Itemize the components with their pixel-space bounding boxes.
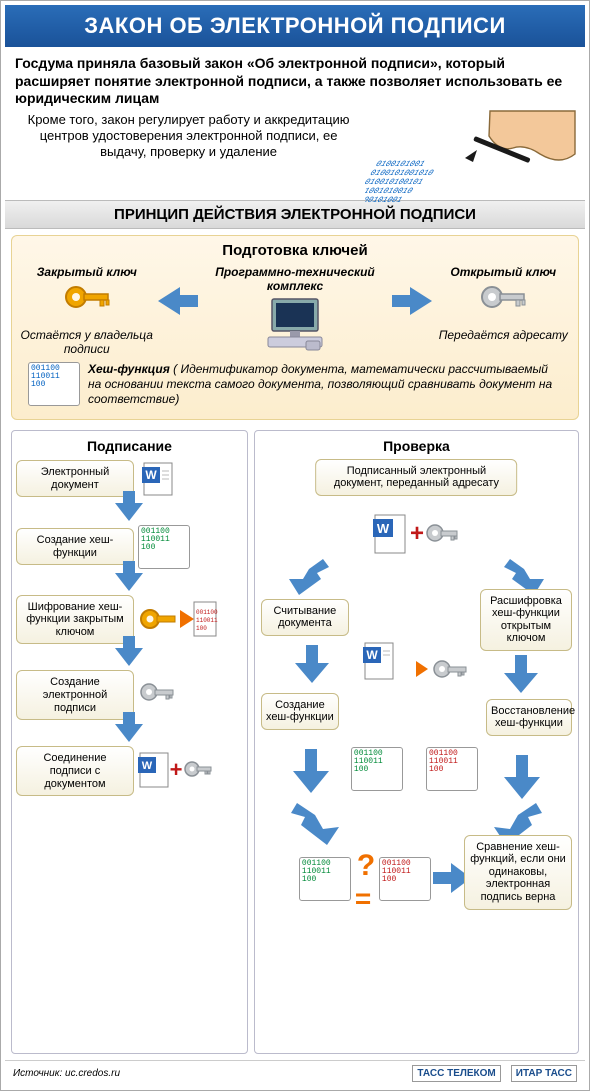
doc-plus-key-icon: W + — [371, 511, 461, 557]
grey-key-small-icon — [138, 680, 178, 710]
computer-label: Программно-технический комплекс — [202, 265, 389, 293]
svg-text:W: W — [142, 760, 153, 772]
hand-signing-icon: 0100101001 0100101001010 010010100101 01… — [365, 106, 585, 216]
hash-chip-icon: 001100 110011 100 — [28, 362, 80, 406]
footer: Источник: uc.credos.ru ТАСС ТЕЛЕКОМ ИТАР… — [5, 1060, 585, 1086]
intro-bold: Госдума приняла базовый закон «Об электр… — [15, 55, 562, 106]
right-arrow-icon — [392, 265, 432, 315]
intro-sub: Кроме того, закон регулирует работу и ак… — [5, 112, 585, 200]
flowchart-area: Подписание Электронный документ W Создан… — [5, 426, 585, 1060]
logo-itar-tass: ИТАР ТАСС — [511, 1065, 577, 1082]
hash-definition: 001100 110011 100 Хеш-функция ( Идентифи… — [20, 356, 570, 413]
check-top: Подписанный электронный документ, переда… — [316, 459, 518, 496]
sign-step-1: Электронный документ — [16, 460, 134, 497]
svg-text:110011: 110011 — [196, 617, 218, 624]
svg-text:+: + — [410, 520, 424, 547]
keys-panel: Подготовка ключей Закрытый ключ Остаётся… — [11, 235, 579, 420]
check-read: Считывание документа — [261, 599, 349, 636]
checking-header: Проверка — [259, 435, 574, 459]
arrow-down-icon — [115, 724, 143, 742]
arrow-down-icon — [115, 573, 143, 591]
source-text: Источник: uc.credos.ru — [13, 1068, 120, 1079]
public-key-label: Открытый ключ — [436, 265, 570, 279]
logos: ТАСС ТЕЛЕКОМ ИТАР ТАСС — [412, 1065, 577, 1082]
gold-key-icon — [62, 283, 112, 321]
intro-sub-text: Кроме того, закон регулирует работу и ак… — [15, 112, 362, 161]
check-decrypt: Расшифровка хеш-функции открытым ключом — [480, 589, 572, 652]
svg-text:001100: 001100 — [196, 609, 218, 616]
sign-step-4: Создание электронной подписи — [16, 670, 134, 720]
hash-green-icon: 001100110011100 — [299, 857, 351, 901]
arrow-down-icon — [291, 749, 331, 795]
svg-text:W: W — [145, 468, 157, 482]
main-title: ЗАКОН ОБ ЭЛЕКТРОННОЙ ПОДПИСИ — [5, 5, 585, 47]
svg-text:0100101001 010010100: 0100101001 0100101001010 010010100101 01… — [365, 159, 446, 204]
check-compare: Сравнение хеш-функций, если они одинаков… — [464, 835, 572, 910]
word-doc-icon: W — [359, 639, 399, 683]
decrypt-key-icon — [414, 651, 470, 687]
logo-tass-telecom: ТАСС ТЕЛЕКОМ — [412, 1065, 500, 1082]
hash-red-icon: 001100110011100 — [426, 747, 478, 791]
public-key-desc: Передаётся адресату — [436, 328, 570, 342]
arrow-down-left-icon — [285, 555, 331, 601]
keys-title: Подготовка ключей — [20, 242, 570, 259]
hash-green-icon: 001100110011100 — [138, 525, 190, 569]
checking-column: Проверка Подписанный электронный докумен… — [254, 430, 579, 1054]
sign-step-3: Шифрование хеш-функции закрытым ключом — [16, 595, 134, 645]
private-key-label: Закрытый ключ — [20, 265, 154, 279]
question-icon: ? — [357, 849, 375, 883]
computer-icon — [262, 297, 328, 353]
equals-icon: = — [355, 883, 371, 915]
svg-text:100: 100 — [196, 625, 207, 632]
private-key-col: Закрытый ключ Остаётся у владельца подпи… — [20, 265, 154, 356]
svg-text:W: W — [377, 521, 390, 536]
left-arrow-icon — [158, 265, 198, 315]
intro-text: Госдума приняла базовый закон «Об электр… — [5, 47, 585, 112]
doc-plus-key-icon: W + — [138, 749, 214, 793]
arrow-down-right-merge-icon — [291, 799, 343, 851]
word-doc-icon: W — [138, 459, 178, 499]
check-restore-hash: Восстановление хеш-функции — [486, 699, 572, 736]
arrow-down-icon — [115, 648, 143, 666]
svg-text:W: W — [366, 648, 378, 662]
signing-column: Подписание Электронный документ W Создан… — [11, 430, 248, 1054]
hash-label: Хеш-функция — [88, 362, 170, 376]
sign-step-2: Создание хеш-функции — [16, 528, 134, 565]
sign-step-5: Соединение подписи с документом — [16, 746, 134, 796]
svg-text:+: + — [170, 757, 183, 782]
private-key-desc: Остаётся у владельца подписи — [20, 328, 154, 356]
hash-red-icon: 001100110011100 — [379, 857, 431, 901]
arrow-down-icon — [504, 655, 538, 695]
signing-header: Подписание — [16, 435, 243, 459]
computer-col: Программно-технический комплекс — [202, 265, 389, 356]
arrow-down-icon — [115, 503, 143, 521]
public-key-col: Открытый ключ Передаётся адресату — [436, 265, 570, 342]
grey-key-icon — [478, 283, 528, 321]
arrow-down-icon — [295, 645, 329, 685]
encrypt-icon: 001100 110011 100 — [138, 598, 218, 640]
hash-green-icon: 001100110011100 — [351, 747, 403, 791]
arrow-down-icon — [502, 755, 542, 801]
infographic-root: ЗАКОН ОБ ЭЛЕКТРОННОЙ ПОДПИСИ Госдума при… — [0, 0, 590, 1091]
check-create-hash: Создание хеш-функции — [261, 693, 339, 730]
